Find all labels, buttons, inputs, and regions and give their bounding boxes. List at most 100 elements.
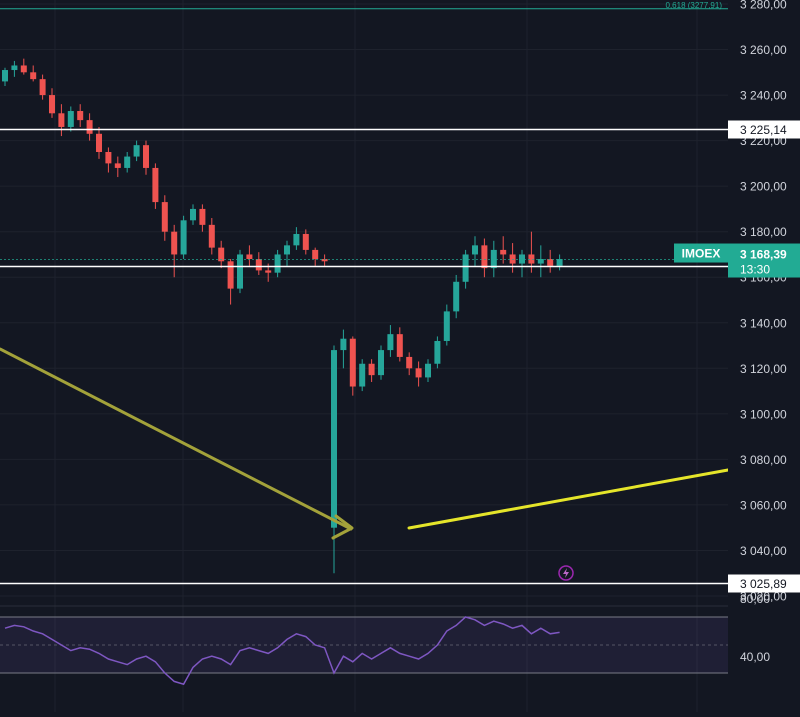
arrow-head — [331, 514, 354, 540]
candle — [378, 345, 384, 380]
candle-body — [453, 281, 460, 312]
y-tick-label: 3 020,00 — [740, 590, 787, 604]
candle — [143, 140, 149, 175]
candle — [171, 224, 178, 278]
candle-body — [96, 133, 102, 152]
candle — [133, 140, 140, 162]
candle — [274, 249, 281, 278]
candle — [49, 88, 55, 118]
candle-body — [218, 247, 225, 262]
candle-body — [293, 233, 300, 246]
candle-body — [39, 79, 46, 96]
candle — [190, 204, 196, 225]
candle-body — [312, 249, 319, 260]
candle-body — [462, 254, 469, 282]
candle-body — [124, 156, 131, 168]
candle — [114, 156, 121, 178]
candle-body — [481, 245, 488, 269]
fib-level-label: 0,618 (3277,91) — [666, 1, 723, 10]
candle — [321, 254, 328, 266]
candle — [547, 249, 554, 273]
candle-body — [340, 338, 347, 351]
candle-body — [67, 111, 74, 127]
rsi-axis: 40,00 80,00 — [740, 592, 770, 664]
horizontal-levels[interactable] — [0, 128, 728, 585]
candle — [199, 204, 206, 232]
candle-body — [143, 145, 149, 168]
candle — [387, 325, 394, 357]
candle-body — [443, 311, 450, 341]
candle-body — [284, 245, 290, 255]
candle — [161, 195, 168, 241]
candle-body — [171, 231, 178, 255]
candle-body — [321, 259, 328, 262]
y-tick-label: 3 080,00 — [740, 453, 787, 467]
candle-body — [199, 208, 206, 225]
rsi-tick-label: 80,00 — [740, 592, 770, 606]
candle — [481, 238, 488, 278]
price-axis: 3 020,00 3 040,00 3 060,00 3 080,00 3 100,00… — [740, 0, 787, 604]
candle — [406, 352, 413, 376]
candle — [312, 247, 319, 266]
candle-body — [11, 65, 18, 71]
candle-body — [58, 113, 65, 127]
level-tag — [728, 120, 800, 139]
candle-body — [528, 254, 535, 264]
y-tick-label: 3 060,00 — [740, 498, 787, 512]
candle — [434, 336, 441, 369]
candle — [537, 245, 544, 278]
candle-body — [180, 220, 187, 255]
symbol-label: IMOEX — [682, 247, 721, 261]
candle — [218, 240, 225, 269]
trend-lines[interactable] — [0, 347, 730, 540]
candle-body — [86, 120, 93, 134]
candle — [396, 327, 403, 362]
candle — [58, 104, 65, 137]
countdown-label: 13:30 — [740, 263, 770, 277]
level-tag-label: 3 225,14 — [740, 123, 787, 137]
candle — [67, 106, 74, 132]
price-scale[interactable] — [728, 0, 800, 712]
candle-body — [349, 338, 356, 387]
candle — [2, 67, 8, 86]
candle-body — [425, 363, 431, 378]
candle — [96, 126, 102, 159]
candle — [453, 274, 460, 319]
candle-body — [20, 65, 27, 73]
candle-body — [237, 254, 243, 289]
candle-body — [406, 356, 413, 369]
candle-body — [359, 363, 366, 387]
candle-body — [434, 340, 441, 364]
candle — [246, 245, 253, 266]
fib-level: 0,618 (3277,91) — [0, 1, 728, 10]
candle — [86, 113, 93, 141]
candle-body — [49, 95, 55, 114]
candle-body — [537, 259, 544, 264]
level-tag-label: 3 025,89 — [740, 577, 787, 591]
grid — [0, 0, 728, 712]
candle-body — [302, 233, 309, 250]
candle — [302, 229, 309, 255]
descending-trend-line[interactable] — [0, 347, 353, 531]
candle-body — [105, 152, 112, 164]
y-tick-label: 3 180,00 — [740, 225, 787, 239]
candle-body — [208, 224, 215, 248]
ascending-trend-line[interactable] — [407, 468, 730, 530]
candle — [509, 243, 516, 273]
y-tick-label: 3 120,00 — [740, 362, 787, 376]
candle-body — [2, 70, 8, 82]
candle — [105, 147, 112, 173]
candle-body — [387, 334, 394, 351]
candle-body — [161, 202, 168, 232]
candle — [30, 65, 37, 82]
rsi-line — [4, 616, 560, 686]
candle — [340, 329, 347, 369]
y-tick-label: 3 100,00 — [740, 407, 787, 421]
candle — [519, 249, 525, 278]
candle — [368, 359, 375, 382]
lightning-icon[interactable] — [558, 565, 574, 581]
candle-body — [246, 254, 253, 260]
